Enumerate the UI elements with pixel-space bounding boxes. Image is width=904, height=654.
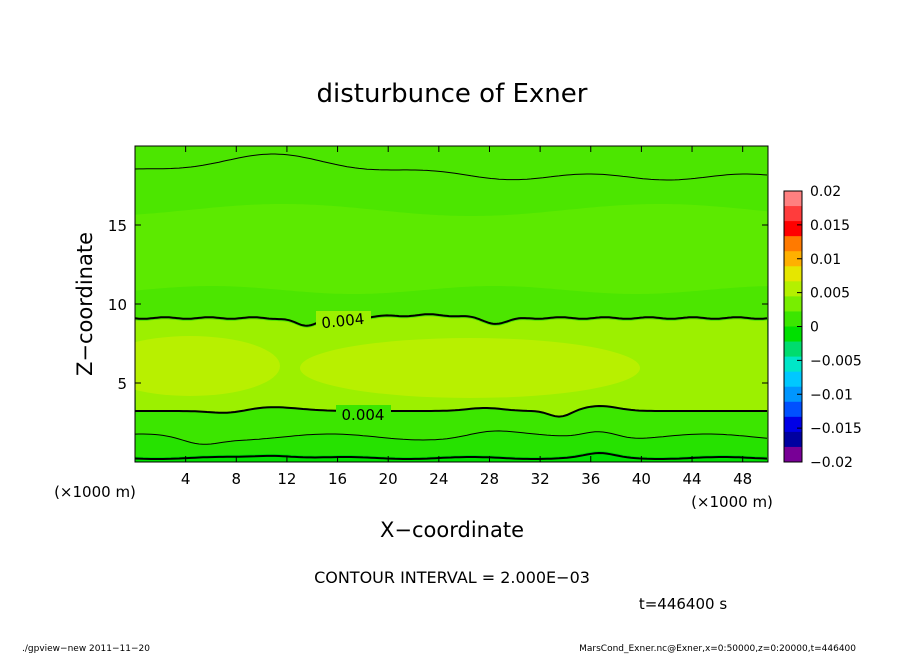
contour-line-upper bbox=[135, 313, 768, 327]
contour-line-low-thin bbox=[135, 430, 768, 445]
contour-line-lower bbox=[135, 404, 767, 418]
colorbar-tick-label: 0.005 bbox=[810, 286, 850, 302]
contour-line-bottom bbox=[135, 451, 768, 460]
x-tick-label: 24 bbox=[429, 470, 448, 488]
y-axis-label: Z−coordinate bbox=[73, 232, 97, 376]
colorbar-swatch bbox=[784, 236, 802, 252]
contour-line-top bbox=[135, 153, 768, 181]
x-tick-label: 20 bbox=[379, 470, 398, 488]
field-upper-band bbox=[135, 204, 768, 294]
y-tick-label: 15 bbox=[108, 217, 127, 235]
x-tick-label: 48 bbox=[733, 470, 752, 488]
x-tick-label: 16 bbox=[328, 470, 347, 488]
colorbar-tick-label: −0.015 bbox=[810, 421, 862, 437]
x-tick-label: 32 bbox=[531, 470, 550, 488]
x-unit-left: (×1000 m) bbox=[54, 483, 136, 501]
colorbar-swatch bbox=[784, 401, 802, 418]
y-tick-label: 5 bbox=[117, 375, 127, 393]
y-axis: 5 10 15 bbox=[108, 217, 768, 393]
x-unit-right: (×1000 m) bbox=[691, 493, 773, 511]
colorbar-swatch bbox=[784, 251, 802, 267]
field-low-band-2 bbox=[135, 430, 768, 457]
contour-label-upper: 0.004 bbox=[321, 310, 366, 332]
field-core-left bbox=[135, 336, 280, 396]
colorbar-swatch bbox=[784, 326, 802, 342]
contour-label-lower: 0.004 bbox=[342, 406, 385, 424]
colorbar-swatch bbox=[784, 446, 802, 463]
colorbar-swatch bbox=[784, 371, 802, 388]
colorbar-swatch bbox=[784, 281, 802, 297]
y-tick-label: 10 bbox=[108, 296, 127, 314]
colorbar-swatch bbox=[784, 266, 802, 282]
colorbar-swatch bbox=[784, 416, 802, 433]
x-tick-label: 44 bbox=[682, 470, 701, 488]
colorbar-tick-label: −0.01 bbox=[810, 387, 853, 403]
colorbar-tick-label: 0.02 bbox=[810, 184, 841, 200]
colorbar-swatch bbox=[784, 341, 802, 358]
x-tick-label: 40 bbox=[632, 470, 651, 488]
x-tick-label: 4 bbox=[181, 470, 191, 488]
colorbar-swatch bbox=[784, 386, 802, 403]
colorbar-tick-label: −0.005 bbox=[810, 353, 862, 369]
time-label: t=446400 s bbox=[639, 595, 727, 613]
contour-label-bg-1 bbox=[316, 311, 371, 329]
footer-right: MarsCond_Exner.nc@Exner,x=0:50000,z=0:20… bbox=[579, 644, 856, 654]
colorbar-swatch bbox=[784, 206, 802, 222]
x-tick-label: 36 bbox=[581, 470, 600, 488]
colorbar-swatch bbox=[784, 311, 802, 327]
footer-left: ./gpview−new 2011−11−20 bbox=[22, 644, 150, 654]
field-core-right bbox=[300, 338, 640, 398]
x-axis: 4 8 12 16 20 24 28 32 36 40 44 48 bbox=[181, 146, 752, 488]
colorbar-swatch bbox=[784, 431, 802, 448]
colorbar-tick-label: 0.015 bbox=[810, 218, 850, 234]
x-axis-label: X−coordinate bbox=[380, 518, 524, 542]
colorbar-tick-label: 0.01 bbox=[810, 252, 841, 268]
colorbar-swatch bbox=[784, 356, 802, 373]
colorbar-tick-label: 0 bbox=[810, 320, 819, 336]
colorbar: 0.02 0.015 0.01 0.005 0 −0.005 −0.01 −0.015 −0.0… bbox=[783, 184, 862, 471]
x-tick-label: 12 bbox=[277, 470, 296, 488]
contour-interval-text: CONTOUR INTERVAL = 2.000E−03 bbox=[314, 568, 590, 587]
contour-label-bg-2 bbox=[336, 405, 391, 423]
colorbar-swatch bbox=[784, 191, 802, 207]
x-tick-label: 28 bbox=[480, 470, 499, 488]
x-tick-label: 8 bbox=[232, 470, 242, 488]
plot-area bbox=[135, 146, 768, 462]
field-low-band bbox=[135, 407, 768, 445]
colorbar-tick-label: −0.02 bbox=[810, 455, 853, 471]
colorbar-swatch bbox=[784, 221, 802, 237]
colorbar-swatch bbox=[784, 296, 802, 312]
chart-title: disturbunce of Exner bbox=[317, 79, 588, 109]
